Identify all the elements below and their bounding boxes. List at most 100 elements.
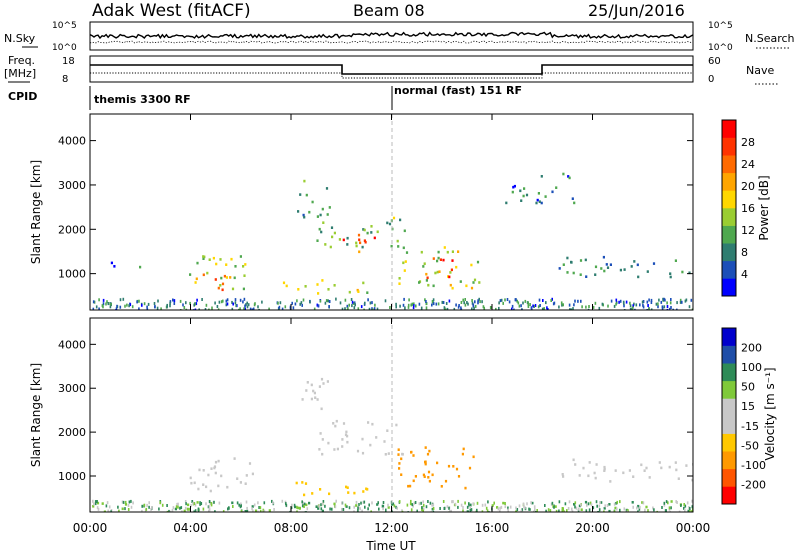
nave-trace (90, 72, 693, 79)
echo-cell (573, 503, 576, 506)
ground-scatter-cell (195, 302, 198, 306)
ground-scatter-cell (185, 308, 188, 310)
ground-scatter-cell (208, 308, 210, 310)
echo-cell (641, 501, 644, 504)
velocity-x-ticks (89, 318, 694, 512)
ground-scatter-cell (387, 503, 389, 507)
ground-scatter-cell (146, 503, 148, 507)
echo-cell (316, 398, 319, 401)
echo-cell (450, 268, 453, 272)
echo-cell (243, 274, 246, 277)
ground-scatter-cell (670, 306, 672, 309)
echo-cell (183, 509, 186, 512)
nsky-panel-frame (89, 21, 694, 51)
ground-scatter-cell (249, 307, 252, 310)
colorbar-tick-label: 28 (741, 136, 755, 149)
ground-scatter-cell (408, 298, 410, 302)
echo-cell (554, 505, 557, 508)
ground-scatter-cell (610, 299, 613, 303)
echo-cell (668, 465, 671, 469)
echo-cell (630, 265, 633, 268)
ground-scatter-cell (410, 499, 412, 503)
ground-scatter-cell (231, 307, 234, 310)
ground-scatter-cell (198, 308, 200, 310)
ground-scatter-cell (141, 303, 143, 307)
ground-scatter-cell (154, 305, 156, 309)
ground-scatter-cell (560, 301, 563, 305)
ground-scatter-cell (105, 302, 107, 306)
echo-cell (515, 510, 518, 512)
ground-scatter-cell (246, 510, 248, 512)
ground-scatter-cell (306, 507, 309, 511)
ground-scatter-cell (571, 510, 574, 512)
echo-cell (594, 265, 598, 269)
echo-cell (412, 479, 415, 483)
nsearch-tick-top: 10^5 (708, 21, 733, 31)
echo-cell (436, 259, 439, 263)
ground-scatter-cell (411, 302, 414, 306)
echo-cell (436, 270, 439, 274)
ground-scatter-cell (466, 505, 469, 509)
echo-cell (567, 175, 570, 178)
echo-cell (113, 265, 116, 268)
echo-cell (455, 265, 458, 269)
ground-scatter-cell (160, 307, 162, 310)
ground-scatter-cell (468, 503, 470, 507)
echo-cell (423, 262, 426, 265)
echo-cell (491, 504, 494, 507)
ground-scatter-cell (661, 307, 664, 310)
ground-scatter-cell (646, 300, 649, 304)
echo-cell (304, 482, 308, 485)
echo-cell (562, 263, 565, 266)
ground-scatter-cell (252, 509, 254, 512)
ground-scatter-cell (263, 501, 266, 505)
ground-scatter-cell (632, 304, 634, 308)
ground-scatter-cell (407, 305, 410, 309)
ground-scatter-cell (469, 508, 472, 512)
ground-scatter-cell (239, 298, 242, 302)
ground-scatter-cell (580, 299, 582, 303)
beam-label: Beam 08 (353, 1, 425, 20)
velocity-colorbar-label: Velocity [m s⁻¹] (763, 367, 777, 460)
ground-scatter-cell (635, 303, 638, 307)
ground-scatter-cell (588, 508, 591, 512)
ground-scatter-cell (607, 304, 609, 308)
echo-cell (538, 200, 541, 203)
ground-scatter-cell (127, 508, 130, 511)
ground-scatter-cell (196, 298, 198, 302)
colorbar-swatch (722, 398, 736, 417)
ground-scatter-cell (214, 301, 216, 305)
ground-scatter-cell (242, 510, 244, 512)
ground-scatter-cell (446, 505, 449, 509)
ground-scatter-cell (169, 301, 171, 305)
ground-scatter-cell (122, 500, 125, 504)
ground-scatter-cell (449, 509, 451, 512)
ground-scatter-cell (105, 504, 108, 508)
ground-scatter-cell (153, 302, 156, 305)
ground-scatter-cell (169, 304, 171, 308)
nsearch-tick-bottom: 10^0 (708, 43, 733, 53)
echo-cell (187, 503, 190, 507)
echo-cell (225, 276, 228, 279)
echo-cell (536, 198, 539, 202)
echo-cell (92, 505, 95, 508)
echo-cell (294, 505, 297, 509)
colorbar-swatch (722, 278, 736, 297)
echo-cell (242, 265, 245, 268)
ground-scatter-cell (688, 305, 691, 309)
echo-cell (603, 469, 606, 472)
ground-scatter-cell (117, 505, 119, 509)
ground-scatter-cell (200, 502, 203, 505)
y-tick-label: 2000 (58, 426, 86, 439)
freq-tick-bottom: 8 (62, 74, 68, 85)
ground-scatter-cell (322, 500, 325, 503)
ground-scatter-cell (258, 308, 260, 310)
ground-scatter-cell (324, 504, 326, 508)
ground-scatter-cell (530, 501, 532, 505)
echo-cell (366, 231, 369, 235)
ground-scatter-cell (205, 303, 208, 307)
echo-cell (318, 227, 321, 231)
echo-cell (345, 485, 348, 489)
echo-cell (325, 187, 329, 190)
ground-scatter-cell (355, 500, 358, 504)
